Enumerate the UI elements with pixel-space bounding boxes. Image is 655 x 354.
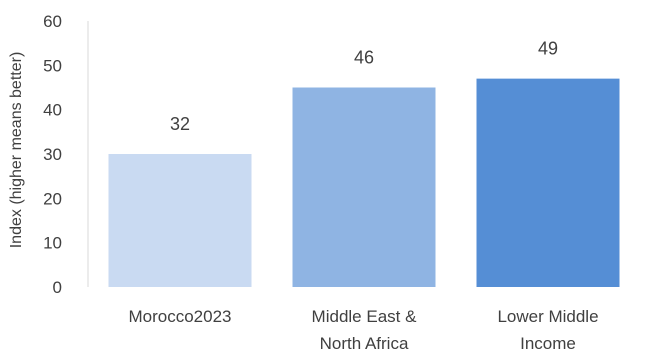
- y-tick-label: 10: [43, 234, 62, 253]
- category-labels: Morocco2023 Middle East & North Africa Lowe…: [128, 307, 598, 353]
- y-axis-label: Index (higher means better): [8, 52, 25, 249]
- y-tick-label: 30: [43, 145, 62, 164]
- y-tick-label: 0: [53, 278, 62, 297]
- y-tick-label: 20: [43, 189, 62, 208]
- bar: [108, 154, 252, 287]
- y-tick-label: 60: [43, 12, 62, 31]
- data-label: 46: [354, 48, 374, 68]
- y-tick-label: 40: [43, 101, 62, 120]
- category-label: Morocco2023: [128, 307, 231, 326]
- y-tick-label: 50: [43, 56, 62, 75]
- data-label: 49: [538, 39, 558, 59]
- data-label: 32: [170, 114, 190, 134]
- bar: [292, 87, 436, 287]
- bars: [108, 78, 620, 287]
- bar: [476, 78, 620, 287]
- category-label: Middle East & North Africa: [312, 307, 418, 353]
- category-label: Lower Middle Income: [497, 307, 598, 353]
- data-labels: 32 46 49: [170, 39, 558, 134]
- axes: 0 10 20 30 40 50 60: [43, 12, 89, 297]
